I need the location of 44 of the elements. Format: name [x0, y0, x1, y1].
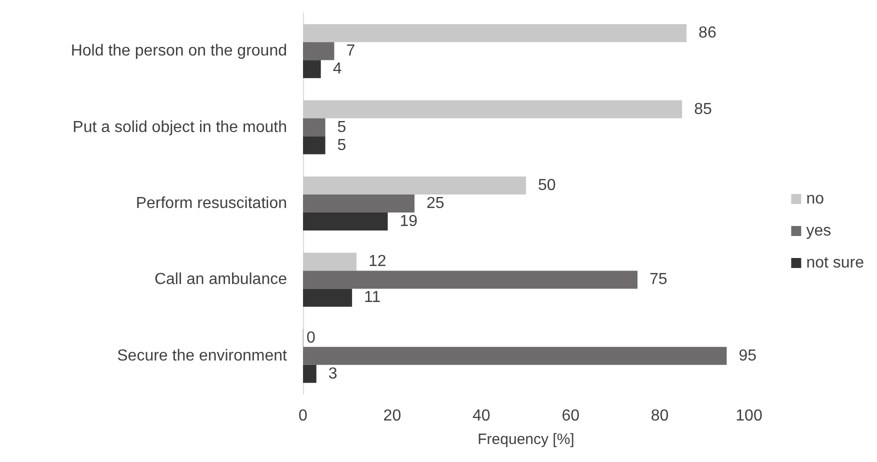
y-tick-label: Perform resuscitation — [136, 195, 287, 212]
data-label: 12 — [368, 253, 386, 270]
legend-label: not sure — [806, 254, 864, 272]
x-axis-title: Frequency [%] — [478, 431, 574, 448]
data-label: 25 — [426, 195, 444, 212]
legend-label: no — [806, 190, 824, 208]
data-label: 4 — [332, 60, 342, 78]
x-tick-label: 20 — [383, 408, 402, 424]
bar — [303, 60, 321, 78]
bar — [303, 100, 682, 118]
data-label: 7 — [346, 42, 356, 60]
data-label: 50 — [538, 177, 556, 194]
bar — [303, 346, 727, 365]
data-label: 5 — [337, 136, 346, 154]
bar — [303, 364, 316, 383]
data-label: 95 — [738, 347, 757, 364]
x-tick-label: 40 — [472, 408, 490, 424]
x-tick-label: 80 — [650, 408, 669, 424]
data-label: 11 — [364, 289, 381, 306]
bar — [303, 136, 326, 154]
y-tick-label: Call an ambulance — [154, 271, 288, 288]
y-tick-label: Put a solid object in the mouth — [72, 118, 287, 136]
x-tick-label: 0 — [298, 408, 308, 424]
x-tick-label: 100 — [736, 408, 762, 424]
bar — [303, 270, 638, 289]
y-tick-label: Secure the environment — [117, 347, 288, 364]
y-tick-label: Hold the person on the ground — [70, 42, 287, 60]
bar — [303, 42, 334, 60]
data-label: 75 — [650, 271, 668, 288]
bar — [303, 252, 357, 271]
data-label: 85 — [694, 100, 712, 118]
legend-label: yes — [806, 222, 832, 240]
data-label: 19 — [400, 213, 418, 230]
bar — [303, 176, 526, 194]
bar — [303, 194, 414, 212]
data-label: 5 — [337, 118, 346, 136]
bar — [303, 212, 388, 230]
bar — [303, 118, 326, 136]
bar — [303, 288, 352, 307]
bar — [303, 24, 687, 42]
data-label: 3 — [328, 365, 338, 382]
x-tick-label: 60 — [562, 408, 580, 424]
data-label: 86 — [698, 24, 716, 42]
data-label: 0 — [306, 329, 316, 346]
